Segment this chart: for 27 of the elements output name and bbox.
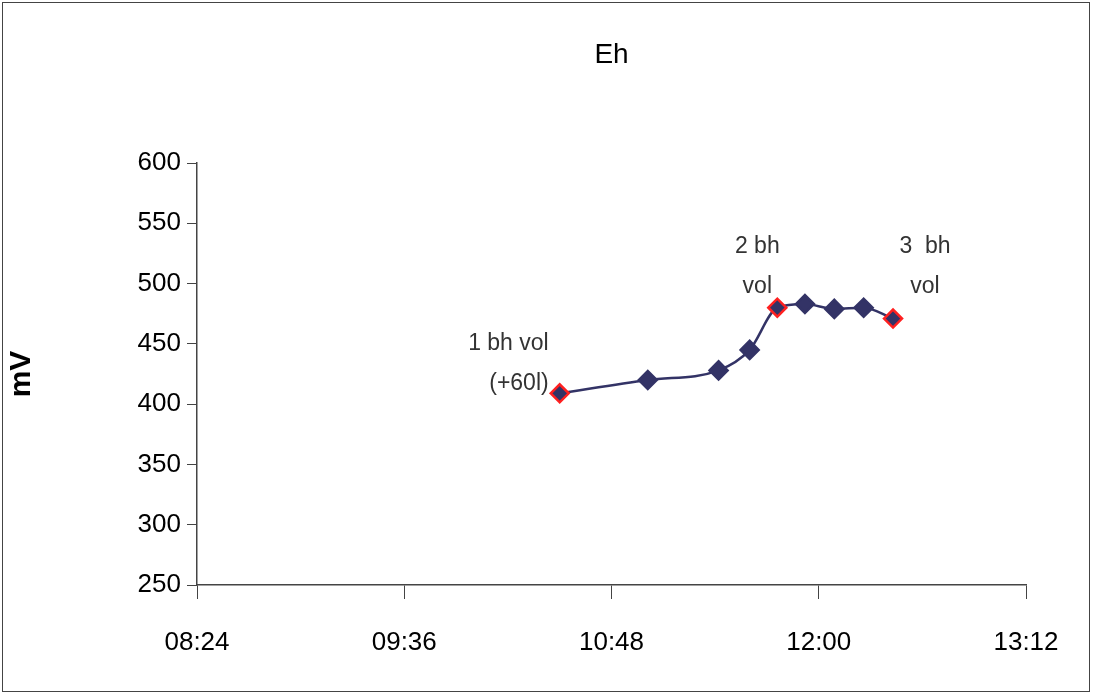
- point: [549, 383, 570, 404]
- y-tick-label: 300: [137, 507, 181, 538]
- point: [637, 369, 659, 391]
- point: [824, 298, 845, 320]
- y-tick-label: 350: [137, 447, 181, 478]
- point: [853, 297, 874, 318]
- y-tick-label: 250: [137, 568, 181, 599]
- y-tick-label: 550: [137, 206, 181, 237]
- y-tick-label: 450: [137, 327, 181, 358]
- y-tick-label: 400: [137, 387, 181, 418]
- x-tick-label: 08:24: [164, 625, 230, 656]
- annotation: 1 bh vol (+60l): [468, 328, 549, 395]
- point: [708, 360, 729, 381]
- point: [882, 308, 904, 329]
- point: [739, 339, 760, 361]
- annotation: 3 bh vol: [899, 231, 951, 298]
- y-axis-title: mV: [3, 350, 37, 398]
- y-tick-label: 500: [137, 266, 181, 297]
- point: [794, 293, 816, 315]
- x-tick-label: 12:00: [786, 625, 852, 656]
- x-tick-label: 09:36: [371, 625, 437, 656]
- chart-title: Eh: [594, 37, 629, 69]
- annotation: 2 bh vol: [734, 232, 780, 299]
- x-tick-label: 13:12: [993, 625, 1059, 656]
- point: [767, 297, 788, 318]
- y-tick-label: 600: [137, 146, 181, 177]
- x-tick-label: 10:48: [578, 625, 645, 656]
